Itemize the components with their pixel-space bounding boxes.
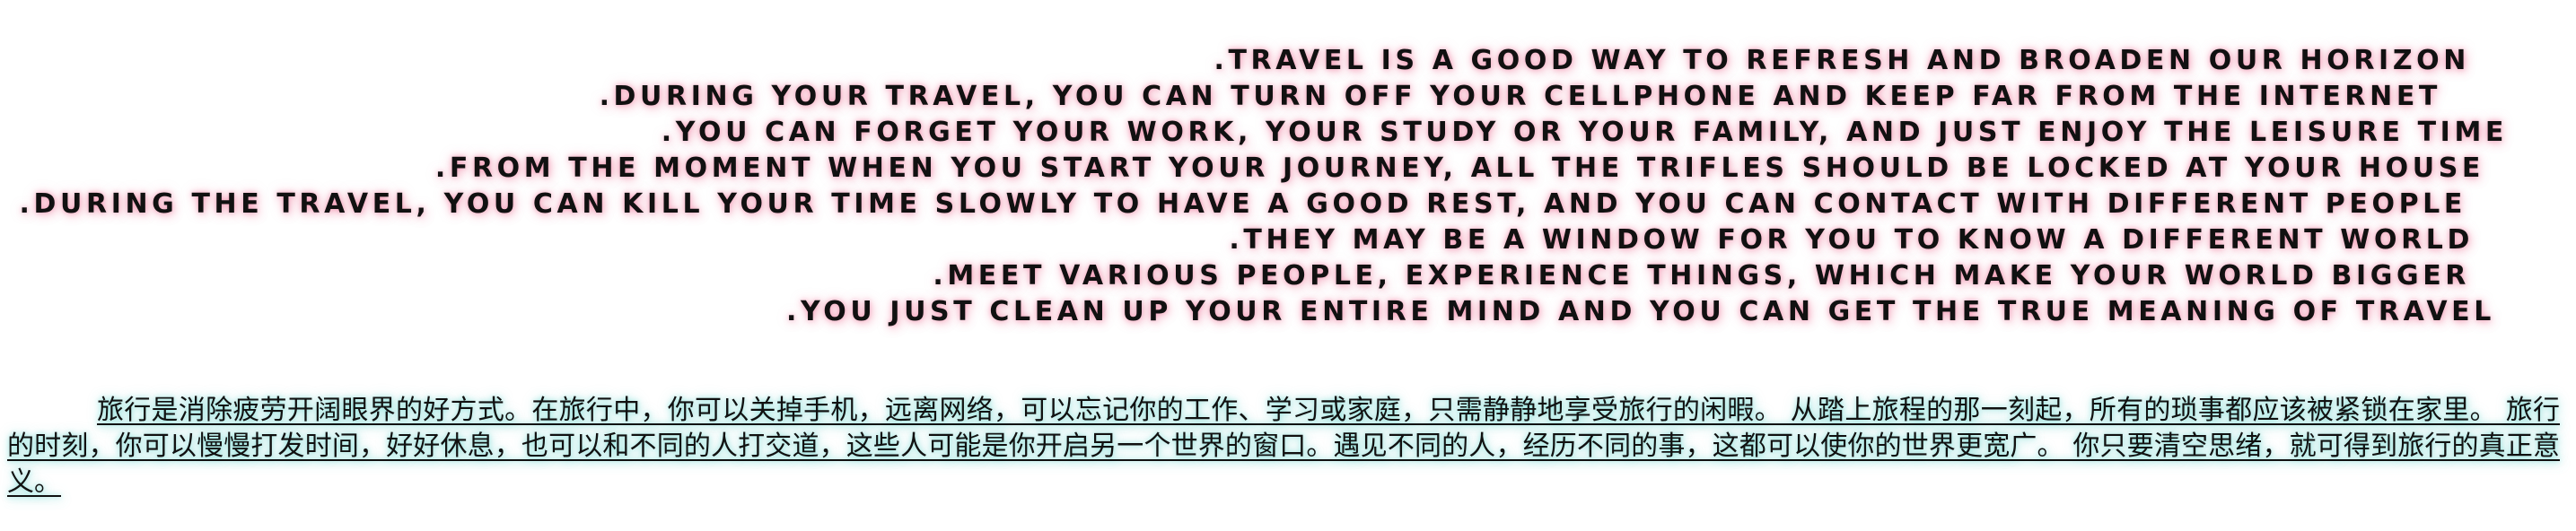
- chinese-paragraph: 旅行是消除疲劳开阔眼界的好方式。在旅行中，你可以关掉手机，远离网络，可以忘记你的…: [7, 395, 2560, 498]
- english-line-3: .YOU CAN FORGET YOUR WORK, YOUR STUDY OR…: [661, 117, 2508, 148]
- english-line-7: .MEET VARIOUS PEOPLE, EXPERIENCE THINGS,…: [933, 260, 2470, 292]
- english-line-2: .DURING YOUR TRAVEL, YOU CAN TURN OFF YO…: [599, 81, 2441, 112]
- english-line-5: .DURING THE TRAVEL, YOU CAN KILL YOUR TI…: [19, 188, 2466, 220]
- english-line-4: .FROM THE MOMENT WHEN YOU START YOUR JOU…: [434, 152, 2484, 184]
- english-line-8: .YOU JUST CLEAN UP YOUR ENTIRE MIND AND …: [785, 296, 2495, 327]
- english-line-1: .TRAVEL IS A GOOD WAY TO REFRESH AND BRO…: [1214, 45, 2470, 76]
- english-line-6: .THEY MAY BE A WINDOW FOR YOU TO KNOW A …: [1229, 224, 2474, 256]
